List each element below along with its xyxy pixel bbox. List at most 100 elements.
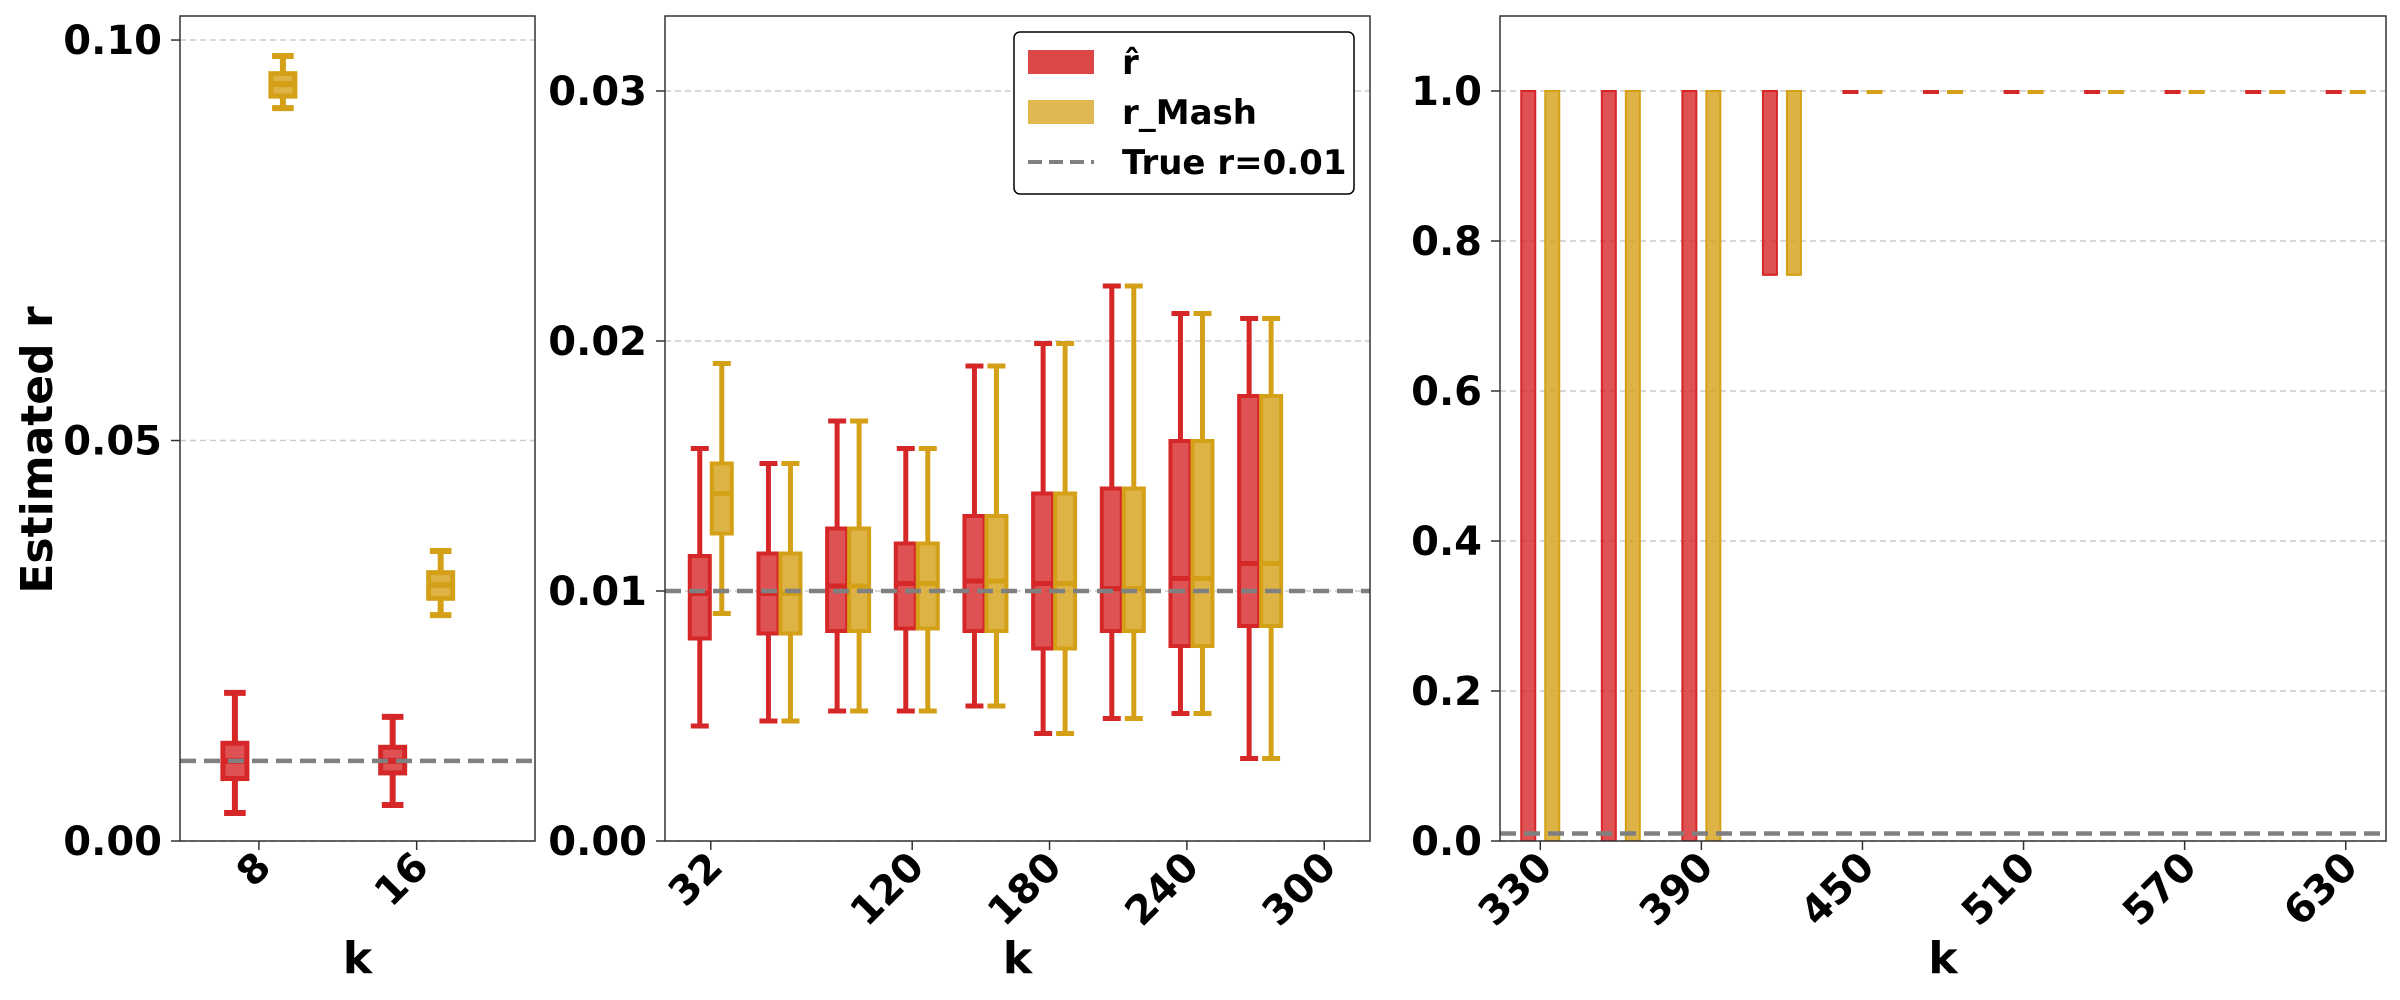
y-tick-label: 0.02 [548,319,647,365]
box-iqr [847,526,872,633]
r_hat-box-k272 [1237,316,1262,761]
legend-label-true-r: True r=0.01 [1122,143,1346,183]
r_mash-box-k630 [2349,90,2366,94]
r_hat-box-k450 [1842,90,1859,94]
box-iqr [1190,439,1215,648]
box-iqr [1785,90,1802,276]
r_hat-box-k480 [1923,90,1939,94]
panel-plot-area [220,53,456,816]
x-tick-label: 32 [660,844,732,916]
y-tick-label: 0.01 [548,569,647,615]
box-iqr [1681,90,1698,841]
x-axis-label: k [1928,933,1959,984]
r_hat-box-k182 [1031,341,1056,736]
legend-frame [1013,31,1355,195]
box-iqr [1053,491,1078,651]
r_hat-box-k600 [2245,90,2262,94]
r_mash-box-k540 [2108,90,2125,94]
box-iqr [1624,90,1641,841]
x-tick-label: 390 [1631,844,1723,936]
r_hat-box-k510 [2003,90,2020,94]
x-tick-label: 180 [979,844,1071,936]
y-tick-label: 0.8 [1411,219,1482,265]
r_mash-box-k212 [1121,283,1146,721]
x-tick-label: 8 [228,844,280,896]
y-tick-label: 0.0 [1411,819,1482,865]
r_mash-box-k122 [915,446,940,714]
box-iqr [687,554,712,641]
r_mash-box-k182 [1053,341,1078,736]
panel-frame [664,15,1371,842]
legend-swatch-r-hat [1028,50,1094,74]
r_mash-box-k360 [1624,90,1641,841]
box-iqr [825,526,850,633]
panel-frame [1499,15,2387,842]
r_hat-box-k540 [2084,90,2101,94]
chart-panels: 0.00 0.05 0.10 8 16 k 0.00 0.01 0.02 0.03 32 120 180… [63,15,2387,984]
r_mash-box-k420 [1785,90,1802,276]
box-iqr [1600,90,1617,841]
panel-frame [179,15,536,842]
r_hat-box-k242 [1168,311,1193,716]
y-tick-label: 0.03 [548,69,647,115]
r_hat-box-k630 [2325,90,2342,94]
r_hat-box-k122 [893,446,918,714]
y-tick-label: 1.0 [1411,69,1482,115]
box-iqr [984,514,1009,633]
y-tick-label: 0.05 [63,419,162,465]
r_mash-box-k62 [778,461,803,724]
r_mash-box-k480 [1947,90,1963,94]
legend-label-r-mash: r_Mash [1122,93,1257,133]
r_hat-box-k8 [220,689,250,816]
y-tick-label: 0.00 [548,819,647,865]
r_mash-box-k272 [1259,316,1284,761]
box-iqr [1705,90,1722,841]
x-tick-label: 120 [842,844,934,936]
legend-swatch-r-mash [1028,100,1094,124]
x-axis-label: k [1003,933,1034,984]
x-tick-label: 16 [366,844,438,916]
r_mash-box-k450 [1866,90,1883,94]
box-iqr [1520,90,1537,841]
x-tick-label: 330 [1470,844,1562,936]
r_mash-box-k242 [1190,311,1215,716]
r_hat-box-k212 [1099,283,1124,721]
x-axis-label: k [343,933,374,984]
r_mash-box-k390 [1705,90,1722,841]
box-iqr [962,514,987,633]
box-iqr [1121,486,1146,633]
r_mash-box-k570 [2188,90,2205,94]
r_mash-box-k92 [847,418,872,714]
r_mash-box-k16 [426,548,456,619]
r_hat-box-k360 [1600,90,1617,841]
x-tick-label: 510 [1953,844,2045,936]
y-tick-label: 0.10 [63,18,162,64]
r_hat-box-k152 [962,363,987,709]
r_hat-box-k570 [2164,90,2181,94]
x-tick-label: 630 [2275,844,2367,936]
panel-plot-area [687,283,1284,761]
panel-3: 0.0 0.2 0.4 0.6 0.8 1.0 330 390 450 510 570 630 k [1411,15,2387,984]
r_hat-box-k32 [687,446,712,729]
y-tick-label: 0.2 [1411,669,1482,715]
y-tick-label: 0.6 [1411,369,1482,415]
r_hat-box-k420 [1761,90,1778,276]
box-iqr [1168,439,1193,648]
panel-2: 0.00 0.01 0.02 0.03 32 120 180 240 300 k [548,15,1371,984]
panel-1: 0.00 0.05 0.10 8 16 k [63,15,536,984]
r_hat-box-k62 [756,461,781,724]
box-iqr [1259,394,1284,628]
legend-label-r-hat: r̂ [1122,43,1139,83]
box-iqr [709,461,734,536]
r_mash-box-k510 [2027,90,2044,94]
y-tick-label: 0.4 [1411,519,1482,565]
x-tick-label: 240 [1116,844,1208,936]
r_mash-box-k152 [984,363,1009,709]
box-iqr [1099,486,1124,633]
y-axis-label: Estimated r [12,306,63,594]
r_hat-box-k390 [1681,90,1698,841]
legend: r̂ r_Mash True r=0.01 [1013,31,1355,195]
box-iqr [1544,90,1561,841]
r_hat-box-k92 [825,418,850,714]
